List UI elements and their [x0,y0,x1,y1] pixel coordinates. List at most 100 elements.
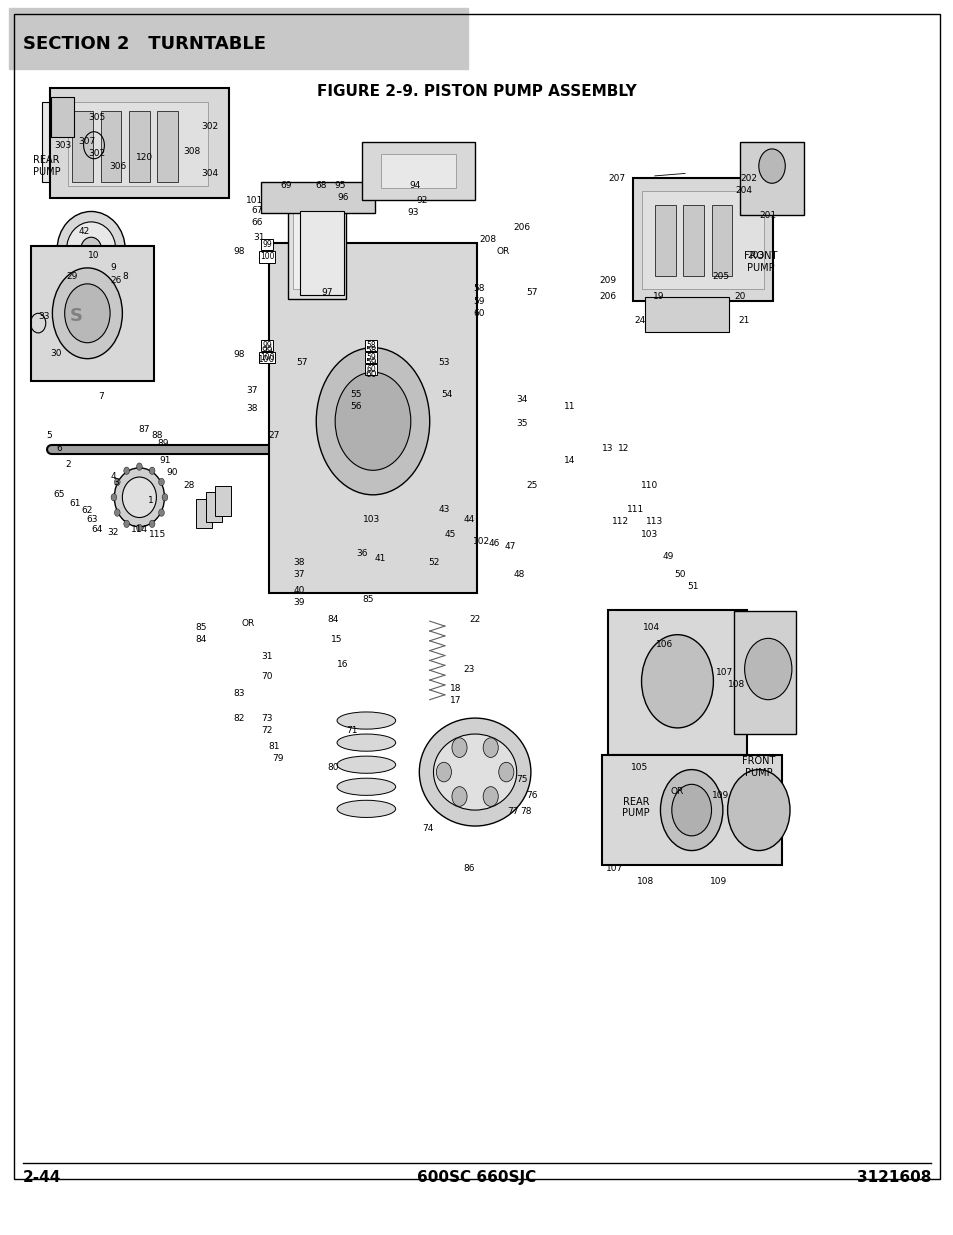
Text: 46: 46 [488,540,499,548]
Circle shape [111,494,116,501]
Text: 57: 57 [525,288,537,296]
Bar [361,142,475,200]
Text: 70: 70 [261,672,273,680]
Text: 84: 84 [327,615,338,625]
Bar [740,142,803,215]
Text: 600SC 660SJC: 600SC 660SJC [416,1171,536,1186]
Text: 20: 20 [734,291,745,300]
Circle shape [482,737,497,757]
Text: 24: 24 [634,316,644,325]
Text: 81: 81 [268,742,279,751]
Text: 206: 206 [514,224,531,232]
Text: 99: 99 [262,240,272,249]
Bar [269,243,476,593]
Text: 59: 59 [365,358,376,367]
Bar [300,211,343,295]
Text: 65: 65 [53,490,65,499]
Text: FRONT
PUMP: FRONT PUMP [743,251,777,273]
Text: 6: 6 [56,443,62,453]
Text: 32: 32 [107,529,118,537]
Text: 59: 59 [366,353,375,362]
Text: 73: 73 [261,714,273,722]
Bar [633,178,772,301]
Text: 44: 44 [463,515,475,524]
Text: 43: 43 [437,505,449,514]
Circle shape [114,509,120,516]
Bar [100,111,121,182]
Text: 50: 50 [674,571,685,579]
Circle shape [452,787,467,806]
Text: 31: 31 [253,232,265,242]
Text: 2: 2 [66,459,71,468]
Text: 22: 22 [469,615,480,625]
Text: 206: 206 [598,291,616,300]
Text: 99: 99 [262,341,272,350]
Text: 82: 82 [233,714,244,722]
Text: 204: 204 [735,186,751,195]
Bar [51,98,74,137]
Bar [380,154,456,188]
Text: 115: 115 [149,530,166,538]
Text: 307: 307 [79,137,96,146]
Text: 79: 79 [273,755,284,763]
Text: 106: 106 [655,640,672,648]
Circle shape [114,478,120,485]
Text: 101: 101 [246,196,263,205]
Text: REAR
PUMP: REAR PUMP [621,797,649,819]
Text: 109: 109 [712,790,729,800]
Text: 5: 5 [47,431,52,441]
Ellipse shape [336,711,395,729]
Ellipse shape [81,237,101,262]
Text: 80: 80 [327,763,338,772]
Circle shape [671,784,711,836]
Bar [157,111,178,182]
Text: 41: 41 [375,555,386,563]
Circle shape [65,284,110,343]
Text: 110: 110 [639,480,657,489]
Text: 76: 76 [525,790,537,800]
Circle shape [659,769,722,851]
Bar [682,205,703,277]
Circle shape [452,737,467,757]
Ellipse shape [336,756,395,773]
Text: 64: 64 [91,525,102,534]
Circle shape [482,787,497,806]
Text: 1: 1 [148,496,153,505]
Text: S: S [70,306,83,325]
Ellipse shape [336,734,395,751]
Circle shape [498,762,514,782]
Text: 305: 305 [88,112,106,121]
Text: 15: 15 [331,635,342,645]
Bar [654,205,675,277]
Bar [711,205,732,277]
Text: 60: 60 [473,309,484,317]
Text: 9: 9 [110,263,115,273]
Text: 27: 27 [268,431,279,441]
Bar [206,493,221,522]
Text: 29: 29 [67,272,78,282]
Text: 59: 59 [473,296,484,305]
Text: 56: 56 [350,403,361,411]
Text: 107: 107 [605,864,622,873]
Text: 120: 120 [135,153,152,162]
Text: 100: 100 [258,356,275,364]
Text: 69: 69 [280,182,292,190]
Text: 49: 49 [661,552,673,561]
Text: 77: 77 [507,806,518,816]
Text: 94: 94 [410,182,421,190]
Text: 60: 60 [366,366,375,374]
Text: 203: 203 [746,251,763,261]
FancyBboxPatch shape [9,7,467,69]
Text: 33: 33 [38,312,50,321]
Text: 105: 105 [630,763,648,772]
Text: 98: 98 [233,351,244,359]
Text: 85: 85 [195,622,207,632]
Text: 21: 21 [738,316,748,325]
Circle shape [640,635,713,727]
Text: 72: 72 [261,726,273,735]
Text: 98: 98 [233,247,244,257]
Text: 11: 11 [563,403,575,411]
Text: OR: OR [241,619,254,629]
Text: 74: 74 [421,824,433,832]
Text: 23: 23 [463,664,475,673]
